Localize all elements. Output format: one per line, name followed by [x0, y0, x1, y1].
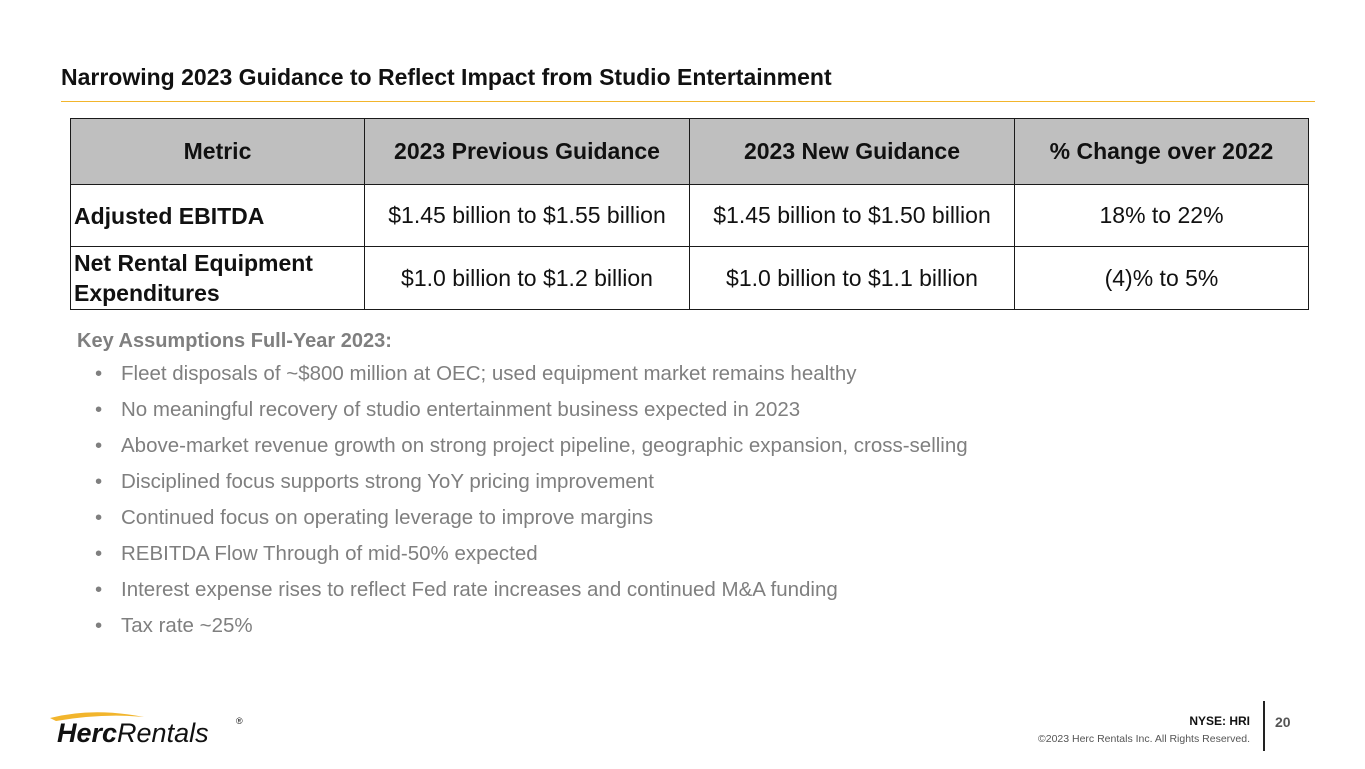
- bullet-icon: •: [95, 542, 103, 565]
- title-divider: [61, 101, 1315, 102]
- metric-cell: Adjusted EBITDA: [70, 184, 365, 247]
- metric-label-line-1: Net Rental Equipment: [74, 250, 313, 276]
- assumption-text: Above-market revenue growth on strong pr…: [121, 434, 968, 457]
- header-previous-guidance: 2023 Previous Guidance: [364, 118, 690, 185]
- header-metric: Metric: [70, 118, 365, 185]
- svg-text:HercRentals: HercRentals: [57, 718, 209, 748]
- list-item: • No meaningful recovery of studio entert…: [77, 395, 968, 431]
- table-header-row: Metric 2023 Previous Guidance 2023 New G…: [70, 118, 1309, 185]
- list-item: • REBITDA Flow Through of mid-50% expecte…: [77, 539, 968, 575]
- ticker-symbol: NYSE: HRI: [1189, 714, 1250, 728]
- bullet-icon: •: [95, 614, 103, 637]
- previous-guidance-cell: $1.45 billion to $1.55 billion: [364, 184, 690, 247]
- assumption-text: Interest expense rises to reflect Fed ra…: [121, 578, 838, 601]
- assumption-text: Continued focus on operating leverage to…: [121, 506, 654, 529]
- assumptions-heading: Key Assumptions Full-Year 2023:: [77, 330, 392, 352]
- bullet-icon: •: [95, 434, 103, 457]
- logo-swoosh-icon: [50, 712, 144, 721]
- previous-guidance-cell: $1.0 billion to $1.2 billion: [364, 246, 690, 310]
- table-row: Net Rental Equipment Expenditures $1.0 b…: [70, 246, 1309, 310]
- registered-mark: ®: [236, 716, 243, 726]
- bullet-icon: •: [95, 470, 103, 493]
- logo-herc-text: Herc: [57, 718, 117, 748]
- header-new-guidance: 2023 New Guidance: [689, 118, 1015, 185]
- percent-change-cell: (4)% to 5%: [1014, 246, 1309, 310]
- list-item: • Disciplined focus supports strong YoY p…: [77, 467, 968, 503]
- list-item: • Above-market revenue growth on strong p…: [77, 431, 968, 467]
- herc-rentals-logo: HercRentals ®: [50, 712, 243, 748]
- assumption-text: Tax rate ~25%: [121, 614, 253, 637]
- assumption-text: Disciplined focus supports strong YoY pr…: [121, 470, 654, 493]
- guidance-table: Metric 2023 Previous Guidance 2023 New G…: [70, 118, 1309, 310]
- header-percent-change: % Change over 2022: [1014, 118, 1309, 185]
- footer-info: NYSE: HRI ©2023 Herc Rentals Inc. All Ri…: [1038, 714, 1250, 745]
- logo-rentals-text: Rentals: [117, 718, 209, 748]
- page-number: 20: [1275, 714, 1291, 730]
- new-guidance-cell: $1.0 billion to $1.1 billion: [689, 246, 1015, 310]
- list-item: • Interest expense rises to reflect Fed r…: [77, 575, 968, 611]
- list-item: • Tax rate ~25%: [77, 611, 968, 647]
- assumptions-list: • Fleet disposals of ~$800 million at OEC…: [77, 359, 968, 647]
- footer-divider: [1263, 701, 1265, 751]
- key-assumptions: Key Assumptions Full-Year 2023: • Fleet d…: [77, 330, 968, 647]
- metric-label: Adjusted EBITDA: [74, 202, 265, 229]
- metric-cell: Net Rental Equipment Expenditures: [70, 246, 365, 310]
- bullet-icon: •: [95, 506, 103, 529]
- metric-label-line-2: Expenditures: [74, 280, 220, 306]
- bullet-icon: •: [95, 398, 103, 421]
- bullet-icon: •: [95, 362, 103, 385]
- table-row: Adjusted EBITDA $1.45 billion to $1.55 b…: [70, 184, 1309, 247]
- copyright-notice: ©2023 Herc Rentals Inc. All Rights Reser…: [1038, 733, 1250, 745]
- assumption-text: No meaningful recovery of studio enterta…: [121, 398, 801, 421]
- assumption-text: Fleet disposals of ~$800 million at OEC;…: [121, 362, 857, 385]
- bullet-icon: •: [95, 578, 103, 601]
- list-item: • Continued focus on operating leverage t…: [77, 503, 968, 539]
- percent-change-cell: 18% to 22%: [1014, 184, 1309, 247]
- new-guidance-cell: $1.45 billion to $1.50 billion: [689, 184, 1015, 247]
- slide-title: Narrowing 2023 Guidance to Reflect Impac…: [61, 64, 832, 90]
- assumption-text: REBITDA Flow Through of mid-50% expected: [121, 542, 538, 565]
- list-item: • Fleet disposals of ~$800 million at OEC…: [77, 359, 968, 395]
